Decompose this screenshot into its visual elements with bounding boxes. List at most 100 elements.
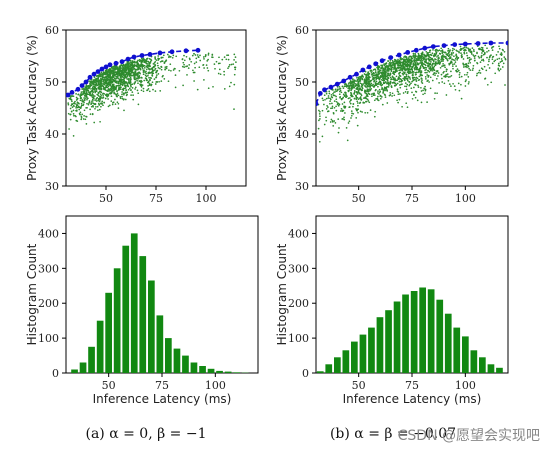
scatter-point <box>332 112 335 115</box>
scatter-point <box>356 102 359 104</box>
scatter-point <box>377 71 380 74</box>
scatter-point <box>153 78 156 80</box>
scatter-point <box>117 72 120 74</box>
scatter-point <box>492 55 495 58</box>
scatter-point <box>387 77 389 80</box>
scatter-point <box>389 81 392 84</box>
scatter-point <box>462 63 465 66</box>
scatter-point <box>106 84 108 87</box>
scatter-point <box>372 92 375 95</box>
scatter-point <box>463 52 466 55</box>
scatter-point <box>147 60 150 63</box>
scatter-point <box>477 55 480 58</box>
scatter-point <box>91 96 94 99</box>
scatter-point <box>406 92 409 95</box>
scatter-point <box>192 71 195 74</box>
scatter-point <box>398 80 401 83</box>
scatter-point <box>101 82 103 85</box>
caption-b: (b) α = β = −0.07 <box>330 426 456 442</box>
scatter-point <box>355 90 358 93</box>
scatter-point <box>349 101 351 103</box>
scatter-point <box>458 73 461 76</box>
scatter-point <box>352 112 355 115</box>
x-tick-label: 75 <box>405 379 419 392</box>
scatter-point <box>456 68 459 70</box>
scatter-point <box>148 84 151 87</box>
scatter-point <box>79 111 82 114</box>
scatter-point <box>348 106 351 108</box>
scatter-point <box>230 81 232 84</box>
scatter-point <box>357 104 359 107</box>
scatter-point <box>427 79 429 82</box>
scatter-point <box>363 81 366 84</box>
scatter-point <box>383 77 385 79</box>
scatter-point <box>498 45 500 48</box>
frontier-point <box>317 91 323 96</box>
scatter-point <box>219 73 222 76</box>
scatter-point <box>373 80 375 83</box>
scatter-point <box>187 67 190 69</box>
scatter-point <box>406 63 408 66</box>
scatter-point <box>480 46 483 49</box>
scatter-point <box>389 59 392 62</box>
scatter-point <box>124 76 127 78</box>
scatter-point <box>439 66 442 69</box>
scatter-point <box>145 77 148 80</box>
scatter-point <box>440 47 443 50</box>
scatter-point <box>121 73 124 76</box>
scatter-point <box>117 82 120 85</box>
scatter-point <box>190 60 193 63</box>
scatter-point <box>387 67 389 70</box>
scatter-point <box>442 72 445 74</box>
scatter-point <box>387 65 390 68</box>
scatter-point <box>420 58 423 61</box>
scatter-point <box>367 71 370 73</box>
scatter-point <box>119 96 122 98</box>
scatter-point <box>233 59 235 61</box>
scatter-point <box>134 62 136 64</box>
scatter-point <box>452 47 454 50</box>
scatter-point <box>437 72 440 74</box>
scatter-point <box>357 90 360 93</box>
scatter-point <box>332 125 335 127</box>
scatter-point <box>112 74 115 76</box>
scatter-point <box>417 84 419 87</box>
scatter-point <box>108 90 111 92</box>
scatter-point <box>101 74 104 76</box>
scatter-point <box>82 88 84 90</box>
x-axis-label: Inference Latency (ms) <box>93 392 232 406</box>
scatter-point <box>436 92 438 95</box>
scatter-point <box>391 78 393 81</box>
scatter-point <box>482 59 485 62</box>
scatter-point <box>117 107 120 109</box>
scatter-point <box>340 107 343 110</box>
scatter-point <box>409 60 411 62</box>
scatter-point <box>194 66 196 69</box>
scatter-point <box>373 74 375 77</box>
scatter-point <box>112 89 115 92</box>
scatter-point <box>411 91 413 94</box>
scatter-point <box>161 75 164 78</box>
scatter-point <box>412 62 415 64</box>
y-tick-label: 100 <box>38 332 59 345</box>
scatter-point <box>393 73 396 76</box>
scatter-point <box>381 88 384 90</box>
scatter-point <box>410 71 413 74</box>
scatter-point <box>167 80 170 83</box>
scatter-point <box>406 83 409 86</box>
y-tick-label: 300 <box>288 262 309 275</box>
scatter-point <box>385 87 388 90</box>
scatter-point <box>80 92 82 95</box>
scatter-point <box>418 59 420 61</box>
scatter-points <box>317 44 507 143</box>
scatter-point <box>155 76 158 78</box>
scatter-point <box>409 65 412 67</box>
scatter-point <box>68 128 70 130</box>
scatter-point <box>112 87 115 90</box>
scatter-point <box>95 80 98 82</box>
scatter-point <box>451 65 454 67</box>
scatter-point <box>401 72 404 75</box>
scatter-point <box>111 83 114 86</box>
scatter-point <box>430 54 433 57</box>
